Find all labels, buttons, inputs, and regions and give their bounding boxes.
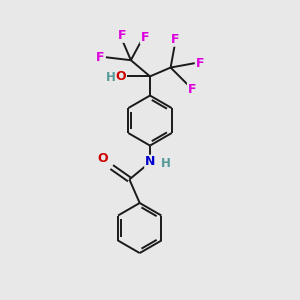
Text: F: F bbox=[118, 29, 126, 42]
Text: F: F bbox=[171, 33, 179, 46]
Text: O: O bbox=[115, 70, 126, 83]
Text: H: H bbox=[106, 71, 116, 84]
Text: F: F bbox=[96, 51, 105, 64]
Text: O: O bbox=[98, 152, 108, 165]
Text: F: F bbox=[140, 31, 149, 44]
Text: F: F bbox=[188, 82, 196, 95]
Text: H: H bbox=[161, 157, 171, 170]
Text: N: N bbox=[145, 155, 155, 168]
Text: F: F bbox=[196, 57, 204, 70]
